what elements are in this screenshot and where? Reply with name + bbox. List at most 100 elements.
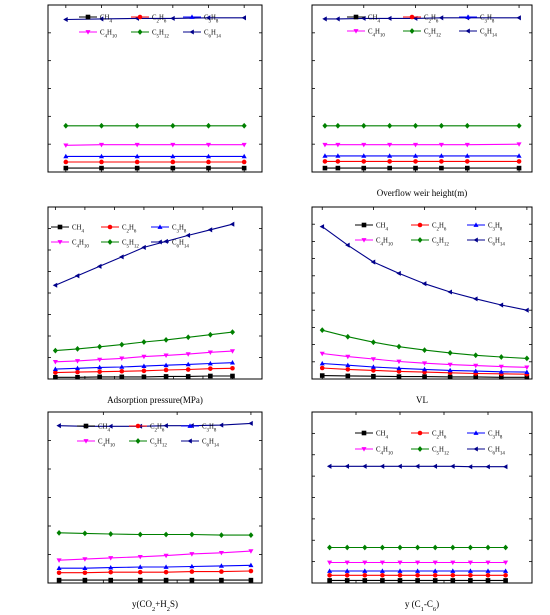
legend-label: C6H14 bbox=[204, 30, 221, 40]
legend-label: C6H14 bbox=[488, 447, 505, 457]
data-point-C4H10 bbox=[467, 560, 473, 566]
legend-label: C3H8 bbox=[488, 223, 503, 233]
series-line-C5H12 bbox=[322, 329, 527, 359]
data-point-C4H10 bbox=[397, 560, 403, 566]
data-point-C6H14 bbox=[485, 464, 490, 470]
data-point-C3H8 bbox=[516, 153, 522, 158]
legend-marker bbox=[353, 29, 359, 34]
data-point-C6H14 bbox=[185, 232, 191, 238]
data-point-C4H10 bbox=[379, 560, 385, 566]
legend-marker bbox=[473, 237, 478, 243]
data-point-C5H12 bbox=[335, 122, 341, 129]
data-point-CH4 bbox=[208, 373, 213, 379]
data-point-C4H10 bbox=[229, 349, 236, 354]
data-point-C6H14 bbox=[379, 463, 385, 469]
data-point-C6H14 bbox=[163, 423, 168, 429]
data-point-C4H10 bbox=[464, 142, 470, 148]
data-point-C3H8 bbox=[447, 367, 453, 373]
data-point-C6H14 bbox=[344, 463, 350, 469]
data-point-C4H10 bbox=[134, 142, 140, 148]
data-point-C3H8 bbox=[498, 369, 504, 374]
data-point-C5H12 bbox=[415, 544, 421, 551]
data-point-C2H6 bbox=[485, 573, 491, 578]
data-point-C4H10 bbox=[485, 560, 491, 566]
legend-label: C5H12 bbox=[432, 447, 449, 457]
data-point-C4H10 bbox=[74, 359, 81, 364]
data-point-CH4 bbox=[185, 374, 191, 379]
data-point-C4H10 bbox=[108, 556, 114, 561]
legend-marker bbox=[473, 430, 479, 435]
data-point-C4H10 bbox=[415, 560, 421, 566]
plot-frame bbox=[47, 206, 263, 380]
data-point-CH4 bbox=[450, 578, 456, 583]
data-point-C5H12 bbox=[467, 544, 473, 551]
data-point-C2H6 bbox=[371, 368, 376, 373]
data-point-C5H12 bbox=[432, 544, 438, 551]
data-point-C5H12 bbox=[189, 531, 195, 538]
data-point-C6H14 bbox=[74, 273, 80, 279]
legend-marker bbox=[353, 14, 359, 20]
data-point-C2H6 bbox=[56, 570, 62, 576]
legend-marker bbox=[465, 28, 470, 34]
legend-label: C5H12 bbox=[432, 238, 449, 248]
data-point-C4H10 bbox=[344, 560, 350, 566]
legend-label: C2H6 bbox=[150, 424, 165, 434]
legend-marker bbox=[189, 14, 195, 19]
data-point-C5H12 bbox=[379, 544, 385, 551]
data-point-C6H14 bbox=[370, 259, 376, 265]
data-point-C6H14 bbox=[345, 242, 350, 248]
legend-label: C6H14 bbox=[480, 29, 497, 39]
data-point-C2H6 bbox=[344, 573, 350, 578]
legend-marker bbox=[417, 446, 423, 452]
data-point-C3H8 bbox=[319, 360, 325, 366]
data-point-C3H8 bbox=[82, 565, 88, 571]
data-point-C3H8 bbox=[450, 568, 456, 573]
data-point-C2H6 bbox=[335, 159, 341, 164]
legend-label: C2H6 bbox=[122, 225, 137, 235]
data-point-C6H14 bbox=[467, 464, 473, 470]
data-point-CH4 bbox=[82, 577, 88, 583]
data-point-C5H12 bbox=[134, 122, 140, 129]
data-point-C5H12 bbox=[137, 531, 143, 538]
data-point-C2H6 bbox=[230, 365, 235, 371]
data-point-C3H8 bbox=[241, 153, 247, 159]
legend-label: C3H8 bbox=[480, 15, 495, 25]
chart-panel-a: CH4 C2H6 C3H8 C4H10 C5H12 C6H14 bbox=[47, 4, 263, 173]
data-point-C3H8 bbox=[344, 568, 350, 573]
data-point-C5H12 bbox=[141, 339, 147, 345]
data-point-C2H6 bbox=[450, 573, 456, 578]
data-point-CH4 bbox=[439, 165, 444, 171]
data-point-C4H10 bbox=[473, 363, 479, 369]
data-point-C5H12 bbox=[344, 544, 350, 551]
legend-marker bbox=[83, 423, 89, 429]
data-point-C3H8 bbox=[141, 363, 147, 368]
data-point-C4H10 bbox=[185, 352, 191, 357]
data-point-C4H10 bbox=[503, 560, 509, 566]
data-point-C6H14 bbox=[322, 16, 327, 22]
legend-marker bbox=[157, 239, 162, 245]
legend-label: C3H8 bbox=[204, 15, 219, 25]
data-point-C6H14 bbox=[498, 302, 504, 308]
data-point-C3H8 bbox=[229, 360, 236, 365]
data-point-C4H10 bbox=[498, 364, 504, 370]
data-point-C4H10 bbox=[218, 550, 224, 556]
data-point-C4H10 bbox=[327, 560, 333, 566]
data-point-C3H8 bbox=[396, 365, 402, 371]
data-point-CH4 bbox=[345, 373, 351, 379]
data-point-C3H8 bbox=[345, 362, 351, 368]
data-point-CH4 bbox=[499, 374, 504, 380]
data-point-C2H6 bbox=[63, 159, 69, 165]
data-point-C3H8 bbox=[52, 366, 58, 371]
data-point-C5H12 bbox=[322, 122, 328, 129]
data-point-C2H6 bbox=[432, 573, 438, 578]
legend-marker bbox=[107, 224, 113, 230]
data-point-C3H8 bbox=[207, 360, 213, 366]
data-point-C4H10 bbox=[52, 359, 58, 365]
x-axis-label: Adsorption pressure(MPa) bbox=[107, 395, 203, 405]
chart-panel-b: Overflow weir height(m) CH4 C2H6 C3H8 C4H10 C… bbox=[311, 4, 533, 198]
x-axis-label: Overflow weir height(m) bbox=[377, 188, 467, 198]
data-point-C2H6 bbox=[396, 369, 402, 374]
data-point-CH4 bbox=[75, 374, 80, 380]
data-point-C3H8 bbox=[322, 153, 328, 158]
